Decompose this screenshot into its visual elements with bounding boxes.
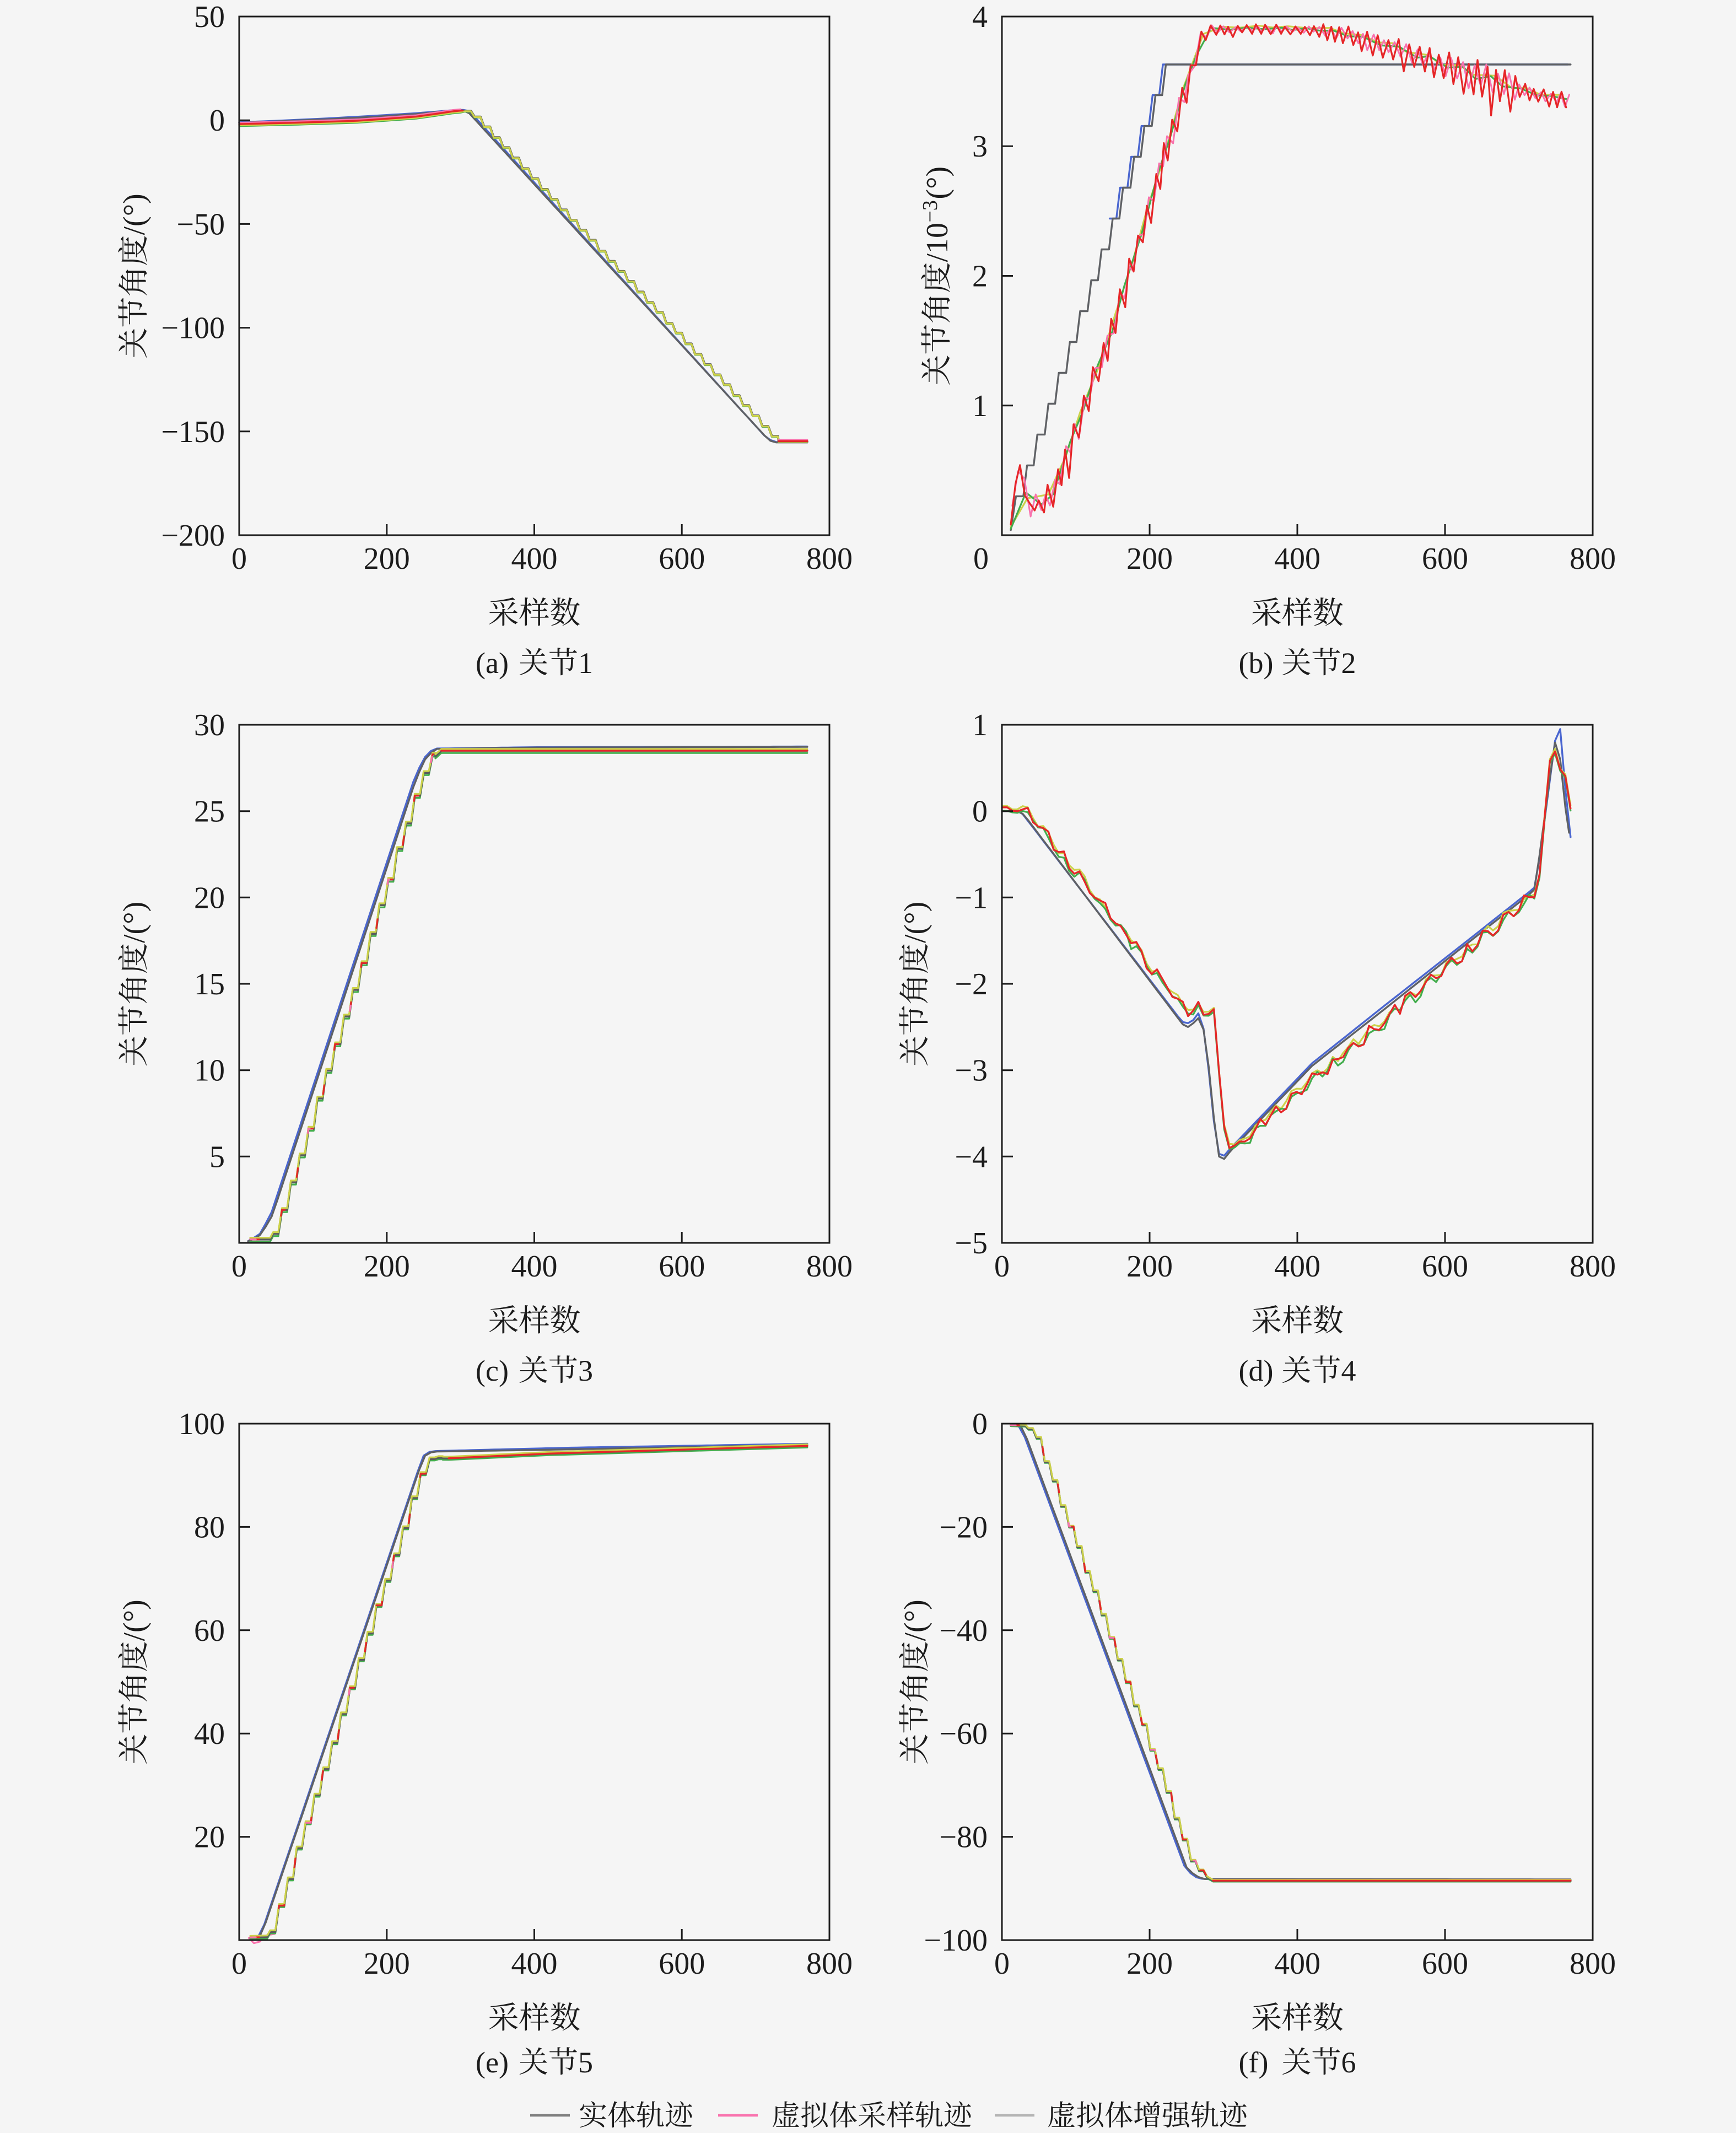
svg-text:(b): (b): [1239, 647, 1281, 680]
svg-text:30: 30: [194, 708, 225, 742]
svg-text:−5: −5: [955, 1226, 988, 1261]
svg-text:100: 100: [179, 1407, 225, 1441]
svg-text:10: 10: [194, 1054, 225, 1088]
svg-text:−200: −200: [161, 519, 225, 553]
svg-text:4: 4: [1341, 1354, 1356, 1387]
svg-text:600: 600: [1422, 542, 1468, 576]
svg-text:0: 0: [231, 1249, 247, 1284]
svg-text:5: 5: [209, 1140, 225, 1174]
svg-text:(e): (e): [476, 2046, 516, 2079]
svg-text:50: 50: [194, 0, 225, 34]
svg-text:0: 0: [231, 1947, 247, 1981]
svg-text:(c): (c): [476, 1354, 516, 1387]
svg-text:20: 20: [194, 1820, 225, 1855]
svg-text:800: 800: [1570, 542, 1616, 576]
svg-text:/(°): /(°): [898, 1599, 932, 1641]
svg-text:2: 2: [1341, 647, 1356, 680]
svg-text:20: 20: [194, 881, 225, 915]
svg-text:0: 0: [994, 1249, 1010, 1284]
svg-text:/(°): /(°): [117, 902, 152, 943]
svg-text:600: 600: [1422, 1947, 1468, 1981]
svg-text:200: 200: [1126, 1249, 1173, 1284]
svg-text:/10: /10: [920, 223, 955, 262]
svg-text:0: 0: [972, 1407, 988, 1441]
svg-text:800: 800: [806, 1249, 853, 1284]
svg-text:−150: −150: [161, 415, 225, 449]
svg-text:600: 600: [659, 1249, 705, 1284]
svg-text:200: 200: [364, 1947, 410, 1981]
svg-text:(f): (f): [1239, 2046, 1276, 2079]
svg-text:600: 600: [1422, 1249, 1468, 1284]
svg-text:−80: −80: [939, 1820, 988, 1855]
svg-text:200: 200: [1126, 542, 1173, 576]
svg-text:−3: −3: [919, 200, 942, 222]
svg-text:800: 800: [806, 542, 853, 576]
svg-text:/(°): /(°): [117, 193, 152, 235]
svg-text:−60: −60: [939, 1717, 988, 1751]
svg-text:40: 40: [194, 1717, 225, 1751]
svg-text:1: 1: [972, 708, 988, 742]
svg-text:600: 600: [659, 1947, 705, 1981]
svg-text:400: 400: [511, 1249, 558, 1284]
svg-text:80: 80: [194, 1510, 225, 1544]
svg-text:4: 4: [972, 0, 988, 34]
svg-text:0: 0: [973, 542, 989, 576]
svg-text:400: 400: [1274, 1249, 1320, 1284]
svg-text:−50: −50: [176, 207, 225, 241]
svg-text:−1: −1: [955, 881, 988, 915]
svg-text:0: 0: [231, 542, 247, 576]
svg-text:0: 0: [994, 1947, 1010, 1981]
svg-text:−100: −100: [924, 1924, 988, 1958]
svg-text:1: 1: [972, 389, 988, 423]
svg-text:6: 6: [1341, 2046, 1356, 2079]
svg-text:800: 800: [1570, 1249, 1616, 1284]
svg-text:200: 200: [1126, 1947, 1173, 1981]
svg-text:−40: −40: [939, 1614, 988, 1648]
svg-text:−4: −4: [955, 1140, 988, 1174]
svg-text:5: 5: [578, 2046, 593, 2079]
svg-text:(a): (a): [476, 647, 516, 680]
svg-text:15: 15: [194, 967, 225, 1001]
svg-text:200: 200: [364, 1249, 410, 1284]
svg-text:2: 2: [972, 260, 988, 294]
svg-text:(d): (d): [1239, 1354, 1281, 1387]
svg-text:(°): (°): [920, 166, 955, 200]
svg-text:3: 3: [578, 1354, 593, 1387]
svg-text:400: 400: [1274, 1947, 1320, 1981]
svg-text:60: 60: [194, 1614, 225, 1648]
svg-text:400: 400: [511, 1947, 558, 1981]
svg-text:600: 600: [659, 542, 705, 576]
svg-text:3: 3: [972, 130, 988, 164]
svg-text:400: 400: [1274, 542, 1320, 576]
svg-text:800: 800: [1570, 1947, 1616, 1981]
svg-text:1: 1: [578, 647, 593, 680]
svg-text:−20: −20: [939, 1510, 988, 1544]
svg-text:/(°): /(°): [898, 902, 932, 943]
svg-text:0: 0: [209, 104, 225, 138]
svg-text:0: 0: [972, 795, 988, 829]
svg-text:200: 200: [364, 542, 410, 576]
svg-text:−3: −3: [955, 1054, 988, 1088]
svg-text:25: 25: [194, 795, 225, 829]
svg-text:−2: −2: [955, 967, 988, 1001]
svg-text:−100: −100: [161, 311, 225, 346]
svg-text:800: 800: [806, 1947, 853, 1981]
svg-text:400: 400: [511, 542, 558, 576]
svg-text:/(°): /(°): [117, 1599, 152, 1641]
